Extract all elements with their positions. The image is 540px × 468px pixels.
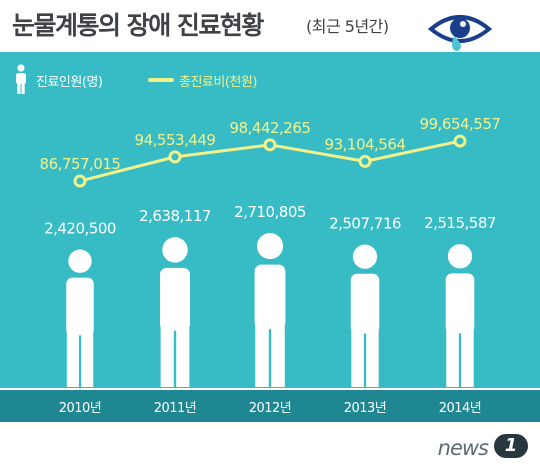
cost-point — [73, 174, 87, 188]
axis-band — [0, 390, 540, 422]
person-value-label: 2,710,805 — [234, 203, 306, 221]
legend-label-cost: 총진료비(천원) — [179, 75, 257, 90]
person-bar — [350, 244, 380, 387]
cost-value-label: 94,553,449 — [135, 131, 216, 149]
cost-value-label: 86,757,015 — [40, 155, 121, 173]
cost-point — [263, 138, 277, 152]
category-label: 2010년 — [59, 401, 102, 416]
pictogram-chart: 2,420,500 2010년 2,638,117 2011년 2,710,805 201… — [0, 115, 540, 422]
title-bar: 눈물계통의 장애 진료현황 (최근 5년간) — [0, 0, 540, 52]
cost-point — [358, 154, 372, 168]
legend-label-patients: 진료인원(명) — [36, 75, 103, 90]
category-label: 2012년 — [249, 401, 292, 416]
person-value-label: 2,515,587 — [424, 214, 496, 232]
person-bar — [66, 249, 94, 387]
cost-value-label: 93,104,564 — [325, 135, 406, 153]
person-value-label: 2,420,500 — [44, 219, 116, 237]
category-label: 2013년 — [344, 401, 387, 416]
chart-subtitle: (최근 5년간) — [306, 17, 389, 36]
footer: news 1 — [0, 422, 540, 468]
cost-value-label: 99,654,557 — [420, 115, 501, 133]
cost-value-label: 98,442,265 — [230, 119, 311, 137]
person-bar — [445, 244, 475, 387]
cost-point — [168, 150, 182, 164]
person-value-label: 2,507,716 — [329, 215, 401, 233]
eye-with-tear-icon — [428, 15, 492, 51]
news1-logo: news 1 — [418, 430, 528, 460]
line-marker-icon — [148, 78, 174, 82]
logo-badge: 1 — [494, 434, 528, 458]
person-bar — [254, 233, 286, 387]
chart-title: 눈물계통의 장애 진료현황 — [12, 11, 264, 40]
cost-point — [453, 134, 467, 148]
logo-text: news — [437, 436, 489, 460]
person-bar — [160, 237, 190, 387]
person-value-label: 2,638,117 — [139, 207, 211, 225]
category-label: 2011년 — [154, 401, 197, 416]
category-label: 2014년 — [439, 401, 482, 416]
person-icon — [16, 64, 26, 94]
